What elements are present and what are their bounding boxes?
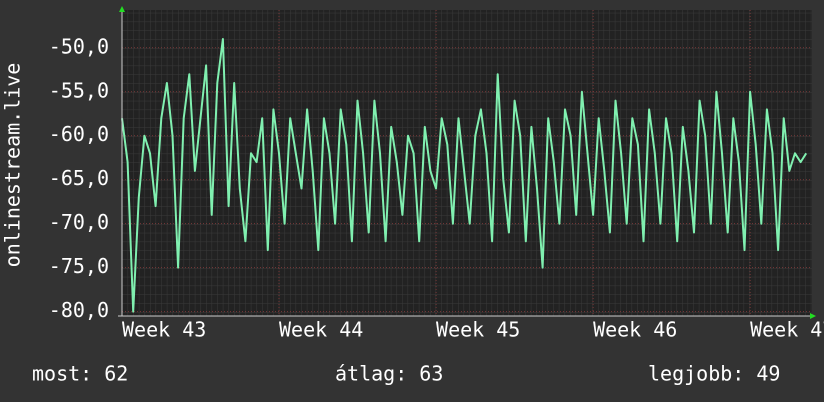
y-tick-label: -75,0: [49, 254, 109, 278]
series-line: [121, 38, 808, 313]
stat-average: átlag: 63: [335, 362, 443, 386]
axis-arrow: [119, 6, 125, 12]
plot: [121, 38, 808, 313]
x-tick-label: Week 44: [279, 318, 363, 342]
x-tick-label: Week 46: [593, 318, 677, 342]
x-tick-label: Week 43: [122, 318, 206, 342]
minor-grid: [122, 10, 812, 316]
y-tick-label: -65,0: [49, 166, 109, 190]
stat-best: legjobb: 49: [648, 362, 780, 386]
y-tick-label: -50,0: [49, 34, 109, 58]
y-tick-label: -60,0: [49, 122, 109, 146]
axis-arrow: [810, 313, 816, 319]
y-tick-label: -70,0: [49, 210, 109, 234]
x-tick-label: Week 45: [436, 318, 520, 342]
y-tick-label: -80,0: [49, 298, 109, 322]
x-tick-label: Week 47: [750, 318, 824, 342]
y-tick-label: -55,0: [49, 78, 109, 102]
stat-current: most: 62: [32, 362, 128, 386]
y-axis-label: onlinestream.live: [1, 63, 25, 268]
